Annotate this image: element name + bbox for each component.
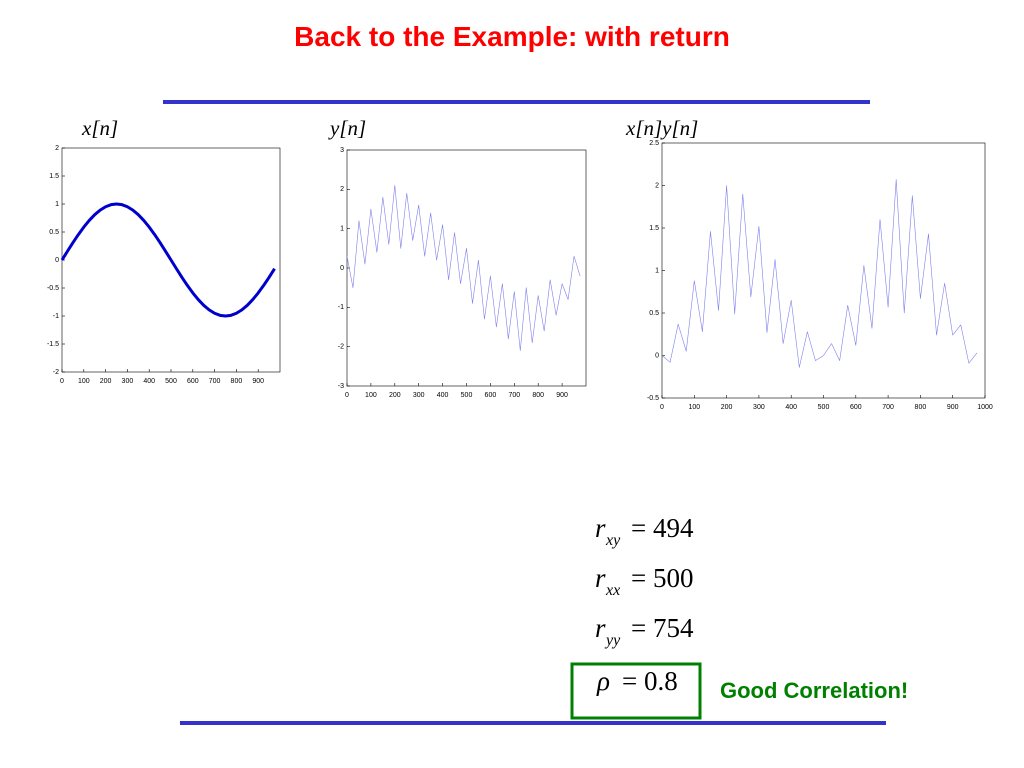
eq-rhs: = 754 [631,613,694,643]
y-tick-label: -0.5 [647,395,659,402]
data-line [60,202,276,318]
x-tick-label: 200 [100,378,112,385]
eq-symbol: r [595,613,606,643]
y-tick-label: 1 [340,226,344,233]
y-tick-label: 3 [340,147,344,154]
x-tick-label: 400 [437,392,449,399]
y-tick-label: 0.5 [49,229,59,236]
y-tick-label: 2 [655,182,659,189]
y-tick-label: 2 [340,186,344,193]
x-tick-label: 100 [78,378,90,385]
y-tick-label: -1.5 [47,341,59,348]
x-tick-label: 600 [485,392,497,399]
x-tick-label: 400 [143,378,155,385]
y-tick-label: 0 [655,352,659,359]
y-tick-label: 0.5 [649,310,659,317]
x-tick-label: 700 [508,392,520,399]
eq-rhs: = 0.8 [622,666,678,696]
x-tick-label: 800 [915,404,927,411]
x-tick-label: 0 [345,392,349,399]
x-tick-label: 300 [753,404,765,411]
x-tick-label: 900 [252,378,264,385]
x-tick-label: 500 [818,404,830,411]
y-tick-label: 1.5 [49,173,59,180]
x-tick-label: 800 [532,392,544,399]
x-tick-label: 600 [187,378,199,385]
eq-rhs: = 494 [631,513,694,543]
x-tick-label: 400 [785,404,797,411]
note: Good Correlation! [720,678,908,703]
eq-subscript: yy [604,632,621,649]
data-line [661,179,978,368]
x-tick-label: 0 [660,404,664,411]
eq-symbol: r [595,563,606,593]
y-tick-label: 0 [55,257,59,264]
x-tick-label: 600 [850,404,862,411]
data-line [346,185,581,351]
x-tick-label: 500 [165,378,177,385]
eq-subscript: xy [605,532,621,549]
y-tick-label: 1.5 [649,225,659,232]
x-tick-label: 1000 [977,404,993,411]
y-tick-label: -2 [338,344,344,351]
x-tick-label: 900 [947,404,959,411]
y-tick-label: -2 [53,369,59,376]
result-box [570,662,702,720]
slide-title: Back to the Example: with return [294,21,730,52]
y-tick-label: 1 [55,201,59,208]
y-tick-label: 2 [55,145,59,152]
eq-rhs: = 500 [631,563,693,593]
x-tick-label: 300 [413,392,425,399]
x-tick-label: 100 [365,392,377,399]
y-tick-label: -3 [338,383,344,390]
x-tick-label: 700 [882,404,894,411]
y-tick-label: 2.5 [649,140,659,147]
x-tick-label: 200 [389,392,401,399]
x-tick-label: 0 [60,378,64,385]
chart-title: x[n] [81,116,118,140]
y-tick-label: 0 [340,265,344,272]
plot-frame [346,149,587,387]
x-tick-label: 500 [461,392,473,399]
chart-title: y[n] [328,116,366,140]
eq-symbol: ρ [596,666,610,696]
x-tick-label: 700 [209,378,221,385]
y-tick-label: -1 [338,304,344,311]
eq-symbol: r [595,513,606,543]
x-tick-label: 100 [688,404,700,411]
x-tick-label: 300 [122,378,134,385]
plot-frame [661,142,986,399]
y-tick-label: -1 [53,313,59,320]
y-tick-label: 1 [655,267,659,274]
y-tick-label: -0.5 [47,285,59,292]
x-tick-label: 200 [721,404,733,411]
x-tick-label: 800 [231,378,243,385]
x-tick-label: 900 [556,392,568,399]
chart-title: x[n]y[n] [625,116,698,140]
eq-subscript: xx [605,582,620,599]
